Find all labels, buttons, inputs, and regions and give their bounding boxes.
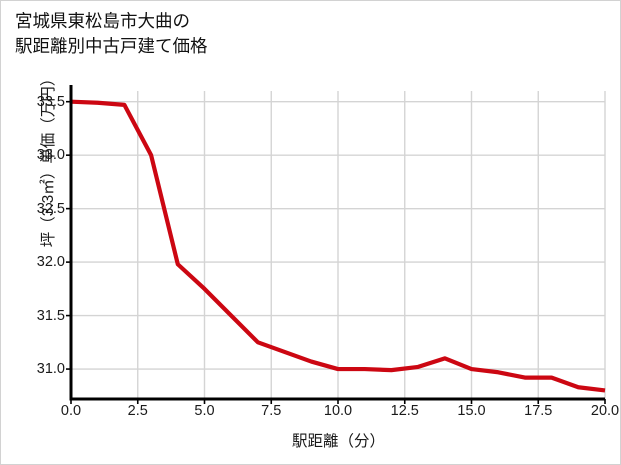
x-tick-label: 5.0 [194, 403, 215, 419]
y-tick-label: 31.0 [36, 361, 65, 378]
y-tick-label: 31.5 [36, 307, 65, 324]
y-tick-label: 33.0 [36, 147, 65, 164]
x-axis-title: 駅距離（分） [291, 433, 385, 450]
x-tick-label: 0.0 [60, 403, 82, 419]
y-tick-label: 32.0 [36, 254, 65, 271]
x-tick-label: 2.5 [127, 403, 148, 419]
y-tick-label: 33.5 [36, 93, 65, 110]
x-tick-label: 10.0 [323, 403, 353, 419]
x-tick-label: 20.0 [590, 403, 620, 419]
y-tick-label: 32.5 [36, 200, 65, 217]
y-axis-title: 坪（3.3㎡）単価（万円） [40, 70, 57, 248]
gridlines [71, 91, 606, 399]
x-tick-label: 12.5 [390, 403, 419, 419]
x-tick-label: 17.5 [524, 403, 553, 419]
x-tick-label: 7.5 [261, 403, 282, 419]
x-tick-label: 15.0 [457, 403, 486, 419]
page-title: 宮城県東松島市大曲の 駅距離別中古戸建て価格 [15, 11, 208, 56]
y-tick-labels: 31.0 31.5 32.0 32.5 33.0 33.5 [15, 1, 65, 464]
series-line-坪単価 [70, 99, 606, 393]
